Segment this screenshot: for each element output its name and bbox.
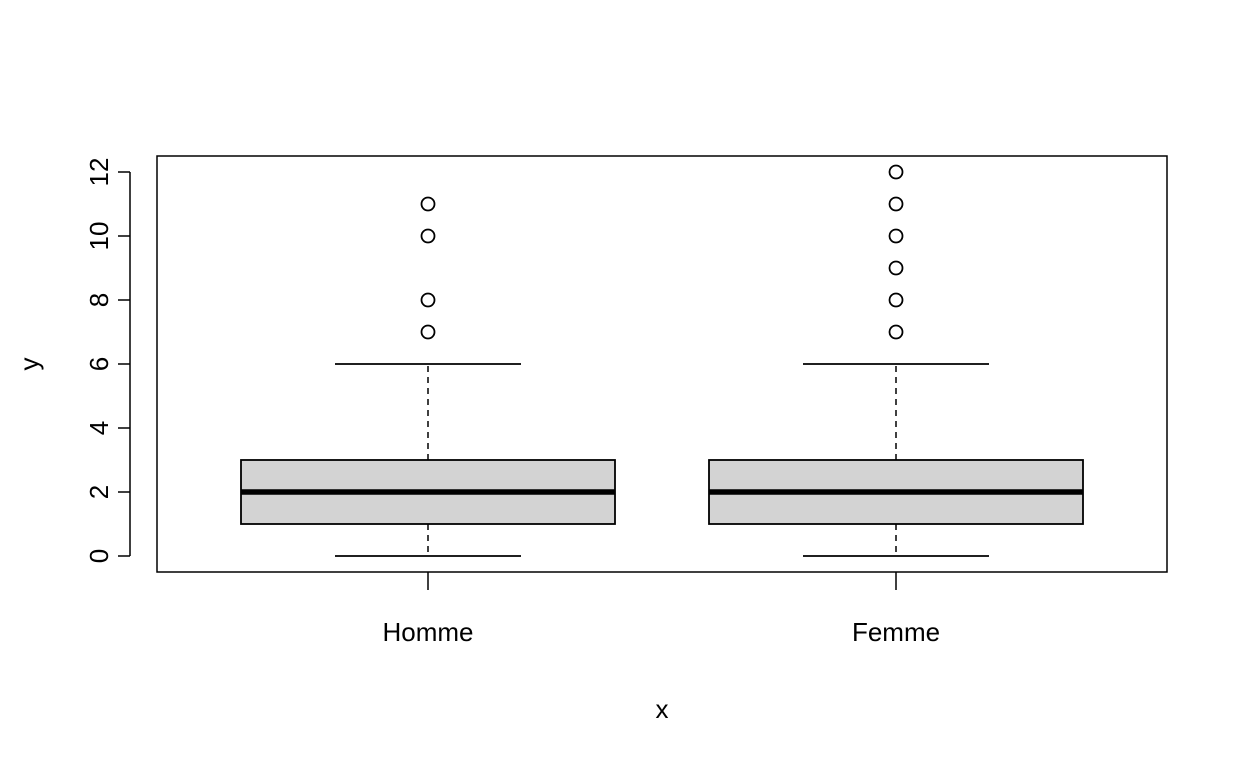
x-axis: Homme Femme [382,572,940,647]
y-tick-label: 10 [84,222,114,251]
outlier-point [420,228,436,244]
y-axis-label: y [14,358,44,371]
y-tick-label: 8 [84,293,114,307]
box-homme [240,196,616,557]
x-tick-label: Homme [382,617,473,647]
y-tick-label: 6 [84,357,114,371]
outlier-point [420,196,436,212]
boxes [240,164,1084,557]
plot-frame [156,155,1168,573]
y-tick-label: 12 [84,158,114,187]
outlier-point [888,324,904,340]
outlier-point [888,260,904,276]
outlier-point [420,292,436,308]
x-axis-label: x [656,694,669,724]
y-tick-label: 4 [84,421,114,435]
y-tick-label: 2 [84,485,114,499]
y-axis: 0 2 4 6 8 10 12 [84,158,131,563]
x-tick-label: Femme [852,617,940,647]
box-femme [708,164,1084,557]
outlier-point [888,292,904,308]
y-tick-label: 0 [84,549,114,563]
outlier-point [888,228,904,244]
outlier-point [420,324,436,340]
outlier-point [888,196,904,212]
outlier-point [888,164,904,180]
